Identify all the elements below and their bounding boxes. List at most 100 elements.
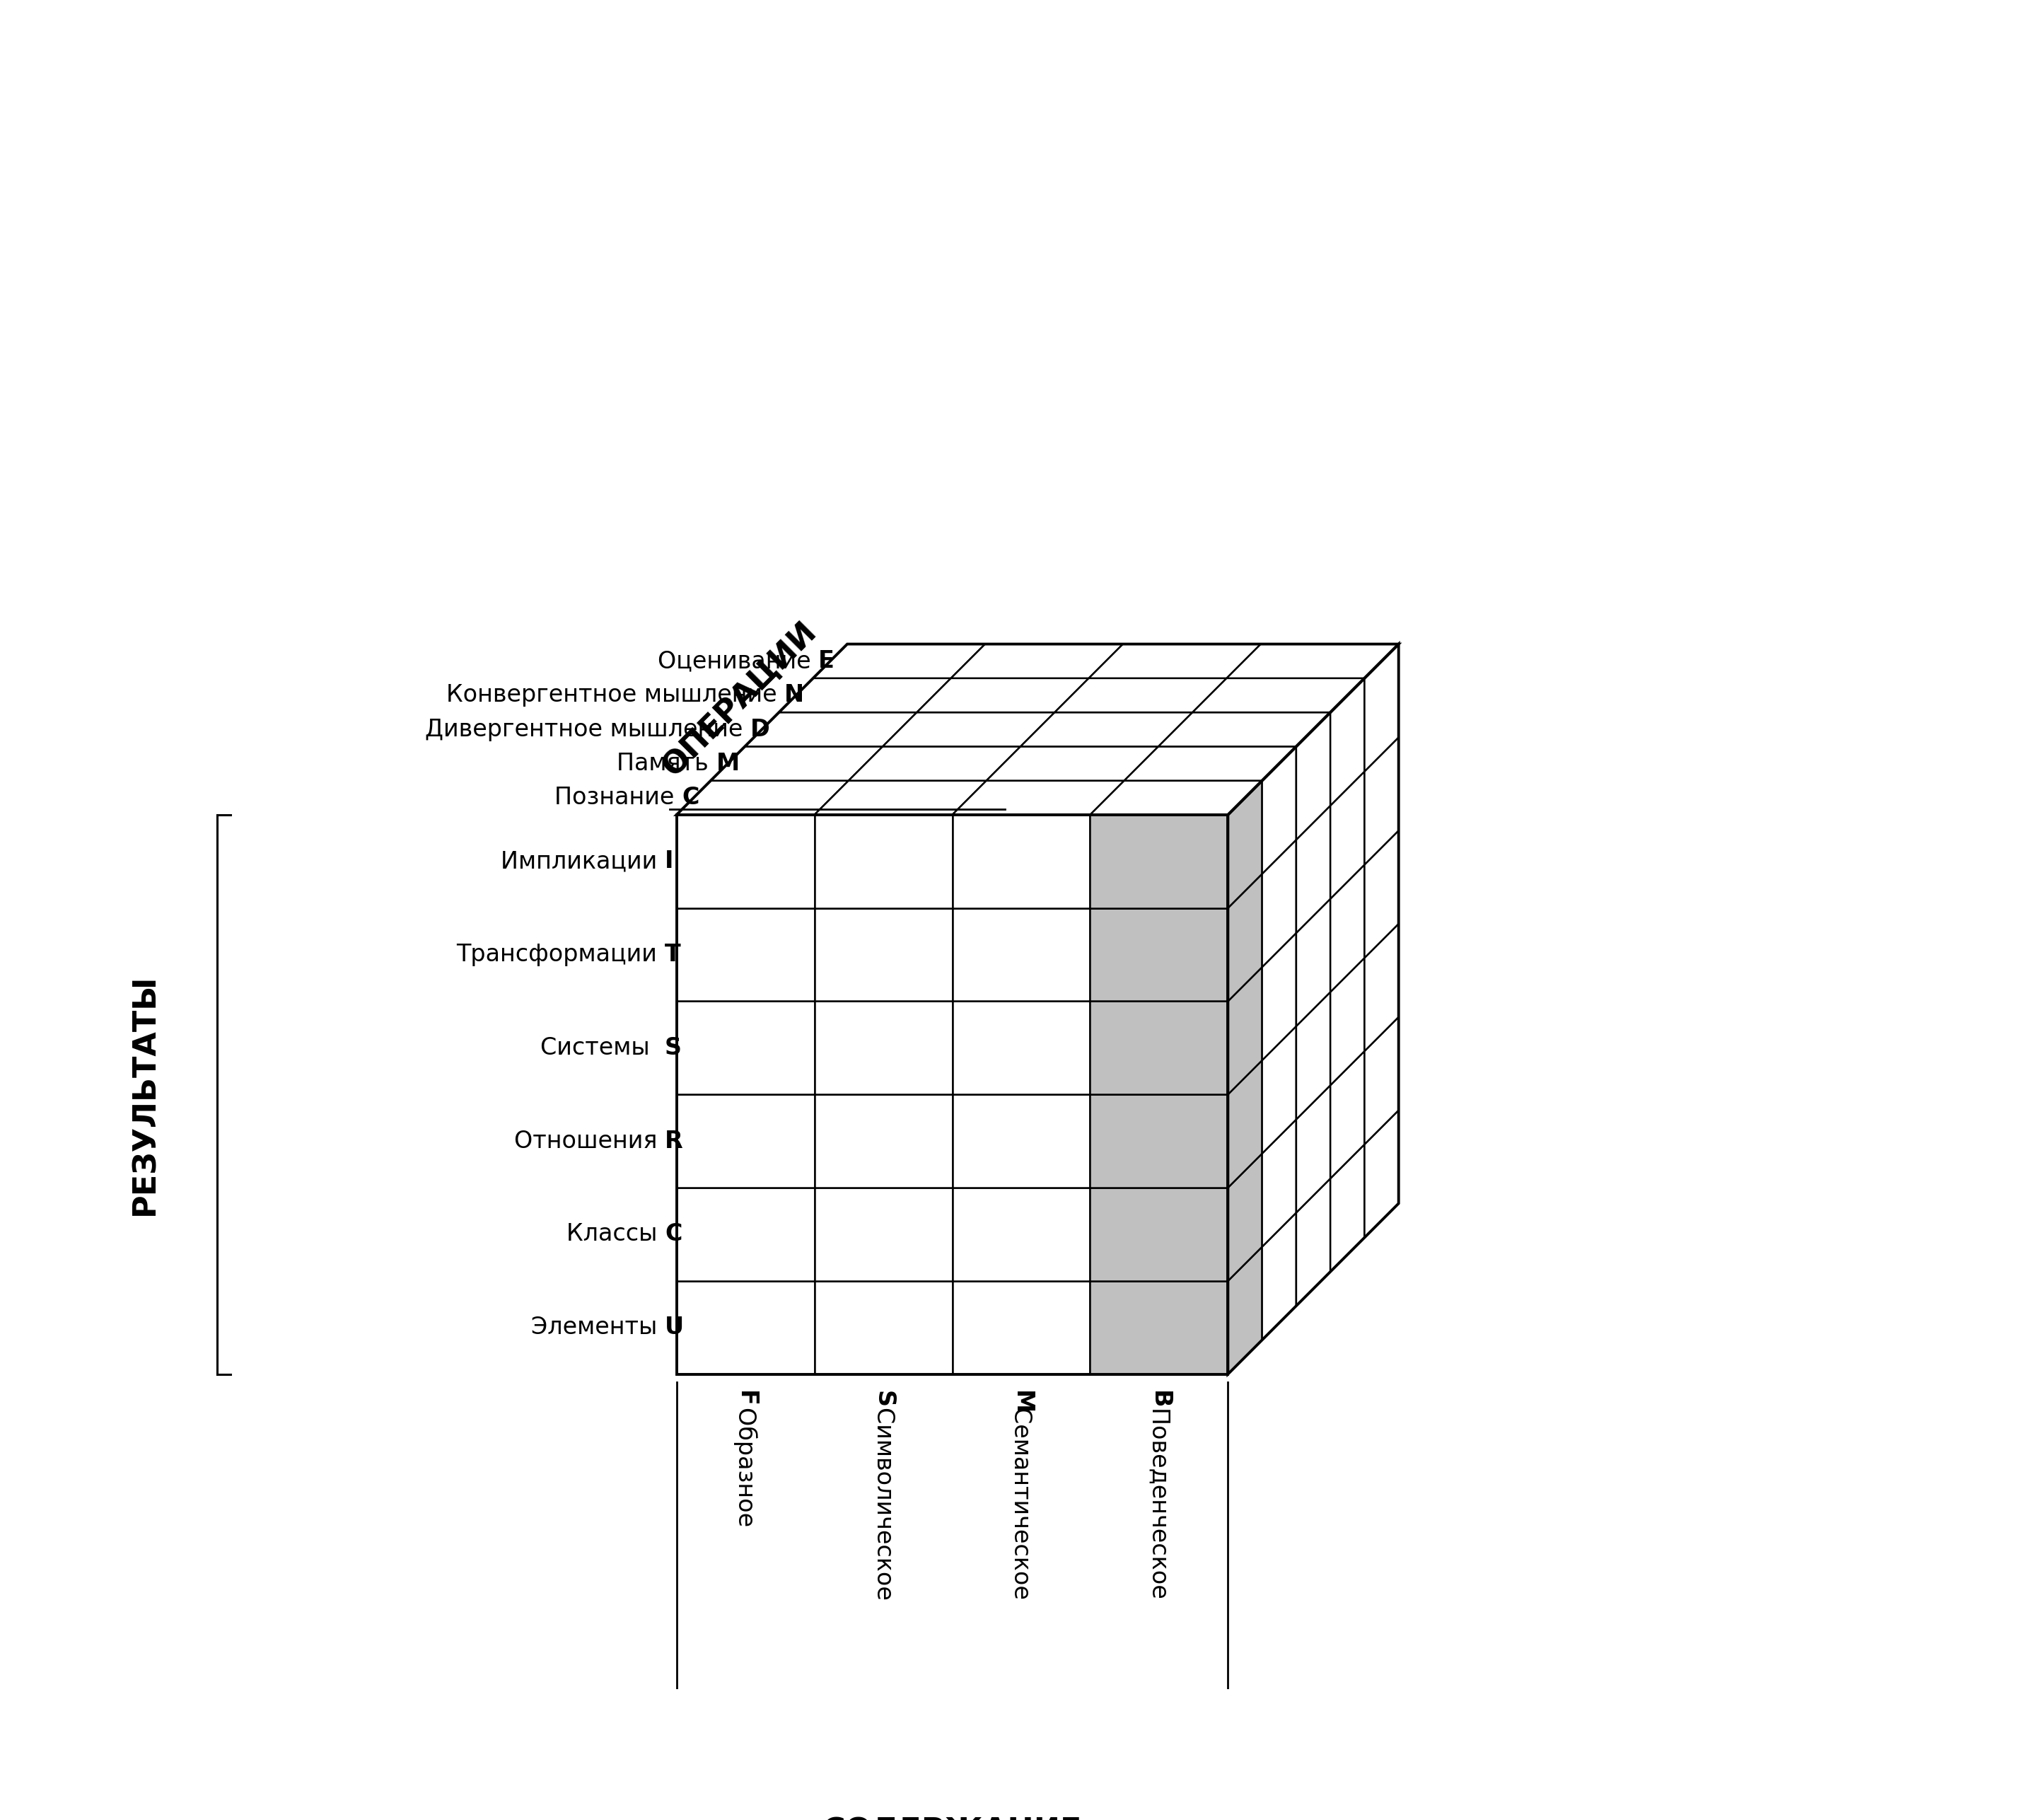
Polygon shape [814,644,986,679]
Polygon shape [1263,839,1295,966]
Polygon shape [814,908,951,1001]
Text: D: D [751,717,769,741]
Polygon shape [1364,1110,1399,1238]
Text: M: M [716,752,739,775]
Text: Образное: Образное [733,1407,757,1534]
Polygon shape [1263,746,1295,874]
Polygon shape [1330,679,1364,806]
Polygon shape [676,908,814,1001]
Polygon shape [676,815,814,908]
Polygon shape [1229,1061,1263,1188]
Polygon shape [1364,925,1399,1052]
Text: РЕЗУЛЬТАТЫ: РЕЗУЛЬТАТЫ [130,974,160,1216]
Polygon shape [1229,1154,1263,1281]
Polygon shape [951,781,1123,815]
Polygon shape [1229,966,1263,1094]
Text: Импликации: Импликации [500,850,664,874]
Text: Классы: Классы [567,1223,664,1247]
Polygon shape [1227,644,1399,679]
Text: M: M [1010,1390,1032,1414]
Polygon shape [814,1094,951,1188]
Text: Системы: Системы [540,1036,664,1059]
Polygon shape [1091,1001,1229,1094]
Text: Символическое: Символическое [872,1407,895,1607]
Polygon shape [814,781,986,815]
Text: N: N [783,684,804,706]
Polygon shape [814,1001,951,1094]
Polygon shape [1020,712,1192,746]
Polygon shape [1330,1052,1364,1179]
Polygon shape [1295,1085,1330,1212]
Polygon shape [1229,1247,1263,1374]
Polygon shape [676,1001,814,1094]
Polygon shape [676,781,848,815]
Polygon shape [951,1281,1091,1374]
Polygon shape [1091,1281,1229,1374]
Polygon shape [1295,992,1330,1119]
Polygon shape [710,746,882,781]
Polygon shape [1364,1017,1399,1145]
Text: U: U [664,1316,684,1340]
Text: Оценивание: Оценивание [658,650,818,673]
Polygon shape [1263,1212,1295,1340]
Polygon shape [1364,644,1399,772]
Polygon shape [814,815,951,908]
Polygon shape [1158,712,1330,746]
Polygon shape [1091,1094,1229,1188]
Polygon shape [1091,781,1263,815]
Polygon shape [951,1001,1091,1094]
Polygon shape [917,679,1089,712]
Polygon shape [1295,1179,1330,1307]
Polygon shape [1091,815,1229,908]
Text: Отношения: Отношения [514,1130,664,1152]
Polygon shape [779,679,951,712]
Polygon shape [1091,1188,1229,1281]
Polygon shape [1295,899,1330,1026]
Polygon shape [1330,864,1364,992]
Text: T: T [664,943,680,966]
Polygon shape [951,815,1091,908]
Text: Конвергентное мышление: Конвергентное мышление [445,684,783,706]
Text: ОПЕРАЦИИ: ОПЕРАЦИИ [658,615,824,783]
Text: Память: Память [617,752,716,775]
Polygon shape [1330,772,1364,899]
Polygon shape [1229,874,1263,1001]
Polygon shape [951,1094,1091,1188]
Polygon shape [1055,679,1227,712]
Polygon shape [1091,908,1229,1001]
Text: B: B [1148,1390,1170,1409]
Polygon shape [986,746,1158,781]
Text: C: C [682,786,698,810]
Polygon shape [745,712,917,746]
Polygon shape [676,1281,814,1374]
Polygon shape [951,644,1123,679]
Text: F: F [735,1390,757,1407]
Polygon shape [814,1188,951,1281]
Text: R: R [664,1130,682,1152]
Text: СОДЕРЖАНИЕ: СОДЕРЖАНИЕ [822,1816,1083,1820]
Polygon shape [1263,1026,1295,1154]
Polygon shape [1330,957,1364,1085]
Text: C: C [664,1223,682,1247]
Polygon shape [1089,644,1261,679]
Polygon shape [882,712,1055,746]
Polygon shape [1263,934,1295,1061]
Polygon shape [676,1094,814,1188]
Polygon shape [1263,1119,1295,1247]
Text: Семантическое: Семантическое [1010,1407,1032,1607]
Polygon shape [1295,712,1330,839]
Text: Поведенческое: Поведенческое [1148,1407,1170,1605]
Polygon shape [1330,1145,1364,1272]
Text: E: E [818,650,834,673]
Polygon shape [814,1281,951,1374]
Polygon shape [848,746,1020,781]
Polygon shape [1192,679,1364,712]
Text: I: I [664,850,674,874]
Polygon shape [951,908,1091,1001]
Polygon shape [1364,830,1399,957]
Text: S: S [664,1036,682,1059]
Polygon shape [1295,806,1330,934]
Text: S: S [872,1390,895,1407]
Polygon shape [1123,746,1295,781]
Polygon shape [1229,781,1263,908]
